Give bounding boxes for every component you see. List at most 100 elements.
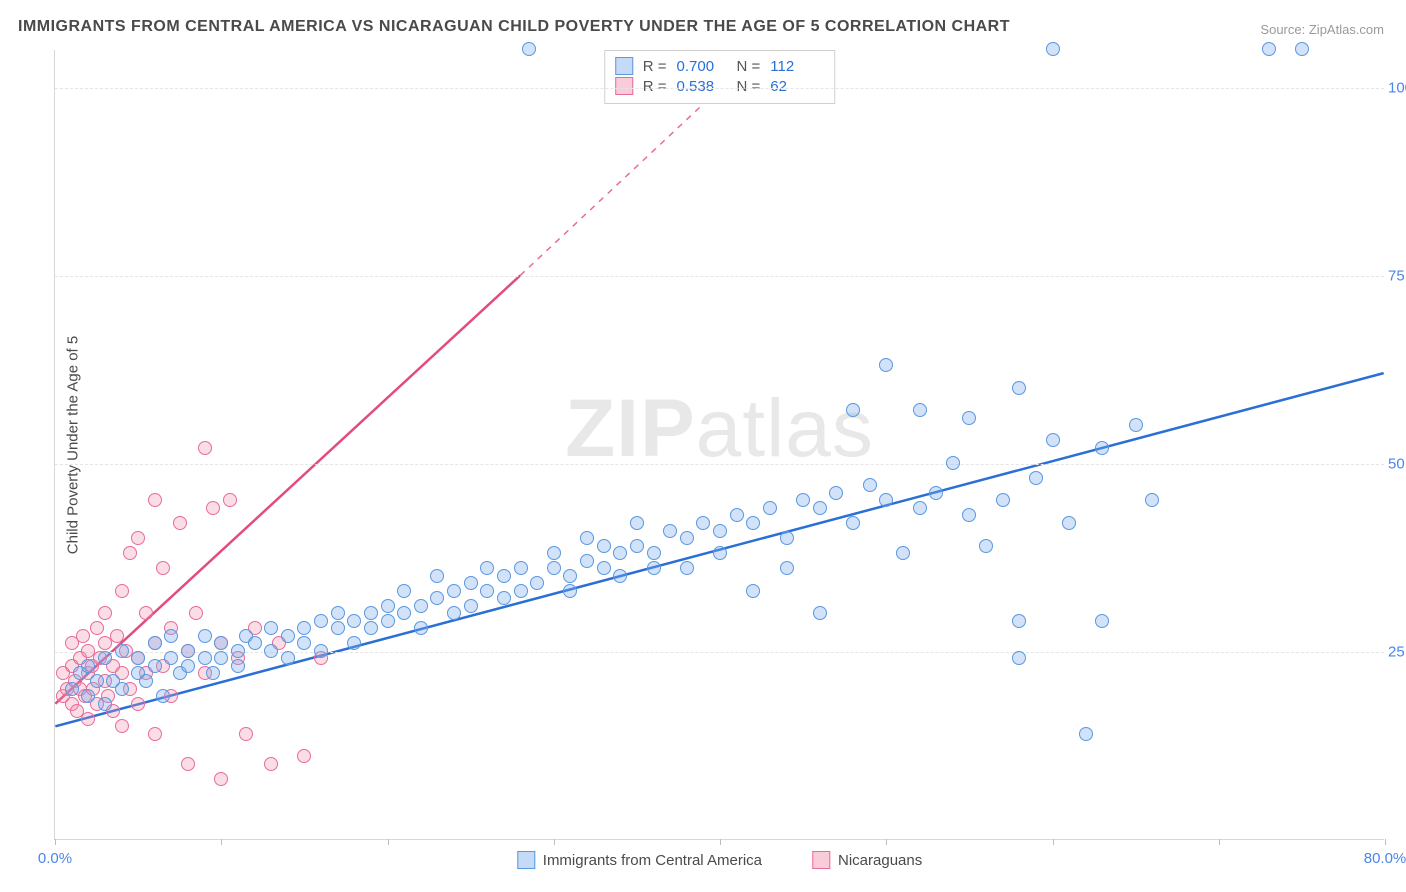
- swatch-blue-icon: [517, 851, 535, 869]
- scatter-point-pink: [214, 772, 228, 786]
- n-label: N =: [737, 58, 761, 75]
- plot-area: 100.0%75.0%50.0%25.0% Child Poverty Unde…: [54, 50, 1384, 840]
- scatter-point-pink: [131, 531, 145, 545]
- scatter-point-pink: [173, 516, 187, 530]
- scatter-point-blue: [913, 403, 927, 417]
- scatter-point-blue: [680, 531, 694, 545]
- scatter-point-blue: [613, 569, 627, 583]
- scatter-point-blue: [1046, 433, 1060, 447]
- scatter-point-blue: [297, 621, 311, 635]
- stats-box: R = 0.700 N = 112 R = 0.538 N = 62: [604, 50, 836, 104]
- scatter-point-blue: [364, 621, 378, 635]
- scatter-point-blue: [115, 682, 129, 696]
- scatter-point-blue: [1262, 42, 1276, 56]
- r-value-pink: 0.538: [677, 78, 727, 95]
- scatter-point-blue: [480, 584, 494, 598]
- x-tick: [1053, 839, 1054, 845]
- scatter-point-pink: [189, 606, 203, 620]
- scatter-point-blue: [164, 629, 178, 643]
- scatter-point-blue: [281, 629, 295, 643]
- scatter-point-blue: [863, 478, 877, 492]
- scatter-point-blue: [214, 636, 228, 650]
- scatter-point-pink: [81, 712, 95, 726]
- scatter-point-blue: [1012, 614, 1026, 628]
- scatter-point-blue: [630, 516, 644, 530]
- x-tick-label: 0.0%: [38, 850, 72, 867]
- x-tick: [221, 839, 222, 845]
- scatter-point-blue: [813, 606, 827, 620]
- scatter-point-blue: [480, 561, 494, 575]
- r-label: R =: [643, 78, 667, 95]
- gridline-h: [55, 464, 1384, 465]
- scatter-point-blue: [1012, 651, 1026, 665]
- legend-item-blue: Immigrants from Central America: [517, 851, 762, 869]
- scatter-point-blue: [214, 651, 228, 665]
- scatter-point-blue: [447, 606, 461, 620]
- scatter-point-pink: [139, 606, 153, 620]
- scatter-point-blue: [115, 644, 129, 658]
- scatter-point-blue: [414, 599, 428, 613]
- scatter-point-blue: [1079, 727, 1093, 741]
- scatter-point-blue: [206, 666, 220, 680]
- scatter-point-pink: [148, 727, 162, 741]
- scatter-point-blue: [381, 614, 395, 628]
- scatter-point-blue: [962, 508, 976, 522]
- x-tick: [720, 839, 721, 845]
- scatter-point-blue: [397, 606, 411, 620]
- scatter-point-blue: [962, 411, 976, 425]
- scatter-point-blue: [314, 614, 328, 628]
- scatter-point-blue: [1145, 493, 1159, 507]
- scatter-point-blue: [1062, 516, 1076, 530]
- scatter-point-pink: [110, 629, 124, 643]
- scatter-point-blue: [98, 697, 112, 711]
- trend-lines: [55, 50, 1384, 839]
- scatter-point-blue: [713, 524, 727, 538]
- scatter-point-pink: [148, 493, 162, 507]
- scatter-point-blue: [996, 493, 1010, 507]
- x-tick: [388, 839, 389, 845]
- n-value-pink: 62: [770, 78, 820, 95]
- scatter-point-blue: [630, 539, 644, 553]
- scatter-point-blue: [264, 644, 278, 658]
- scatter-point-blue: [597, 561, 611, 575]
- scatter-point-blue: [430, 569, 444, 583]
- scatter-point-blue: [331, 606, 345, 620]
- scatter-point-blue: [680, 561, 694, 575]
- scatter-point-pink: [297, 749, 311, 763]
- scatter-point-blue: [131, 651, 145, 665]
- scatter-point-blue: [148, 636, 162, 650]
- scatter-point-blue: [663, 524, 677, 538]
- scatter-point-pink: [206, 501, 220, 515]
- n-label: N =: [737, 78, 761, 95]
- scatter-point-blue: [314, 644, 328, 658]
- scatter-point-blue: [139, 674, 153, 688]
- scatter-point-blue: [81, 659, 95, 673]
- scatter-point-blue: [414, 621, 428, 635]
- y-tick-label: 50.0%: [1388, 455, 1406, 472]
- scatter-point-blue: [647, 546, 661, 560]
- y-tick-label: 100.0%: [1388, 79, 1406, 96]
- source-attribution: Source: ZipAtlas.com: [1260, 22, 1384, 37]
- scatter-point-pink: [76, 629, 90, 643]
- gridline-h: [55, 88, 1384, 89]
- n-value-blue: 112: [770, 58, 820, 75]
- scatter-point-blue: [580, 531, 594, 545]
- scatter-point-blue: [597, 539, 611, 553]
- scatter-point-blue: [780, 561, 794, 575]
- scatter-point-blue: [164, 651, 178, 665]
- scatter-point-blue: [913, 501, 927, 515]
- scatter-point-pink: [131, 697, 145, 711]
- scatter-point-pink: [239, 727, 253, 741]
- swatch-blue-icon: [615, 57, 633, 75]
- legend-item-pink: Nicaraguans: [812, 851, 922, 869]
- scatter-point-blue: [979, 539, 993, 553]
- scatter-point-pink: [98, 606, 112, 620]
- x-tick: [554, 839, 555, 845]
- scatter-point-pink: [115, 719, 129, 733]
- scatter-point-blue: [464, 576, 478, 590]
- scatter-point-blue: [1095, 441, 1109, 455]
- scatter-point-blue: [297, 636, 311, 650]
- scatter-point-blue: [1029, 471, 1043, 485]
- bottom-legend: Immigrants from Central America Nicaragu…: [517, 851, 922, 869]
- scatter-point-blue: [248, 636, 262, 650]
